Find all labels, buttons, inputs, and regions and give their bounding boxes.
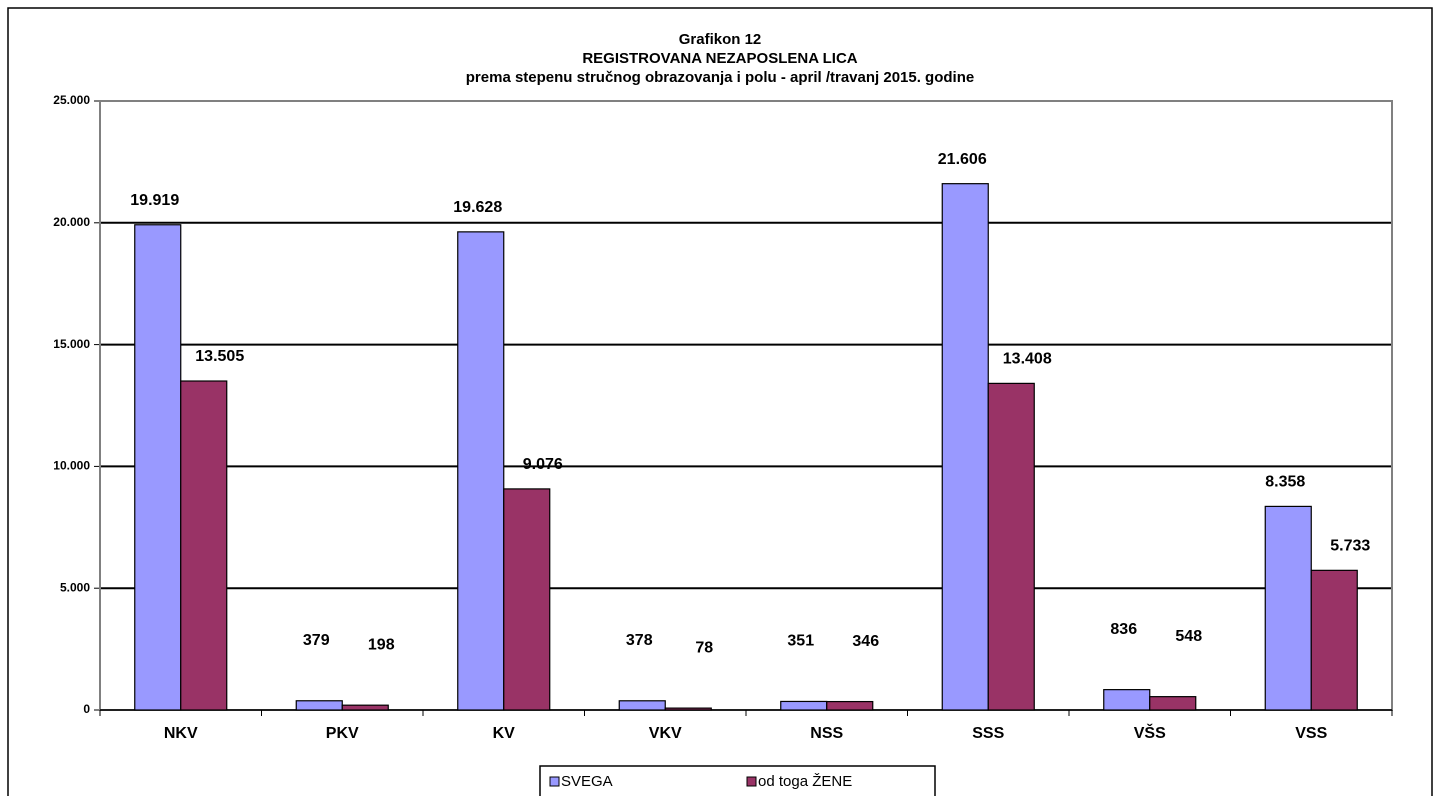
bar (664, 707, 712, 711)
legend-box (539, 765, 936, 796)
x-tick-label: KV (493, 725, 516, 742)
x-tick-label: NKV (164, 725, 198, 742)
x-tick-label: VKV (649, 725, 682, 742)
data-label: 9.076 (523, 456, 563, 473)
x-tick-label: VŠS (1134, 723, 1166, 742)
data-label: 198 (368, 636, 395, 653)
legend-label: od toga ŽENE (758, 773, 852, 790)
bar (180, 380, 228, 711)
bar (941, 183, 989, 711)
data-label: 19.919 (130, 192, 179, 209)
y-tick-label: 10.000 (53, 459, 90, 473)
bar (987, 382, 1035, 711)
chart-subtitle: prema stepenu stručnog obrazovanja i pol… (466, 69, 974, 86)
data-label: 548 (1175, 628, 1202, 645)
bar (826, 700, 874, 711)
bar (341, 704, 389, 711)
y-tick-label: 25.000 (53, 93, 90, 107)
legend-swatch (746, 776, 757, 787)
bar (457, 231, 505, 711)
x-tick-label: SSS (972, 725, 1004, 742)
data-label: 836 (1110, 621, 1137, 638)
y-tick-label: 15.000 (53, 337, 90, 351)
data-label: 21.606 (938, 151, 987, 168)
chart-frame (7, 7, 1433, 796)
bar (618, 700, 666, 711)
bar (1264, 505, 1312, 711)
chart-subtitle: REGISTROVANA NEZAPOSLENA LICA (582, 50, 857, 67)
y-tick-label: 20.000 (53, 215, 90, 229)
data-label: 378 (626, 632, 653, 649)
y-tick-label: 5.000 (60, 580, 90, 594)
bar (780, 700, 828, 711)
data-label: 78 (695, 639, 713, 656)
data-label: 13.408 (1003, 351, 1052, 368)
y-tick-label: 0 (83, 702, 90, 716)
x-tick-label: VSS (1295, 725, 1327, 742)
chart-title: Grafikon 12 (679, 31, 762, 48)
x-tick-label: PKV (326, 725, 359, 742)
legend-swatch (549, 776, 560, 787)
data-label: 346 (852, 633, 879, 650)
data-label: 19.628 (453, 199, 502, 216)
data-label: 8.358 (1265, 474, 1305, 491)
bar (503, 488, 551, 711)
data-label: 13.505 (195, 348, 244, 365)
data-label: 379 (303, 632, 330, 649)
bar (134, 224, 182, 711)
bar (1103, 689, 1151, 711)
bar (295, 700, 343, 711)
bar (1149, 696, 1197, 711)
bar (1310, 569, 1358, 711)
x-tick-label: NSS (810, 725, 843, 742)
legend-label: SVEGA (561, 773, 613, 790)
data-label: 5.733 (1330, 538, 1370, 555)
data-label: 351 (787, 633, 814, 650)
